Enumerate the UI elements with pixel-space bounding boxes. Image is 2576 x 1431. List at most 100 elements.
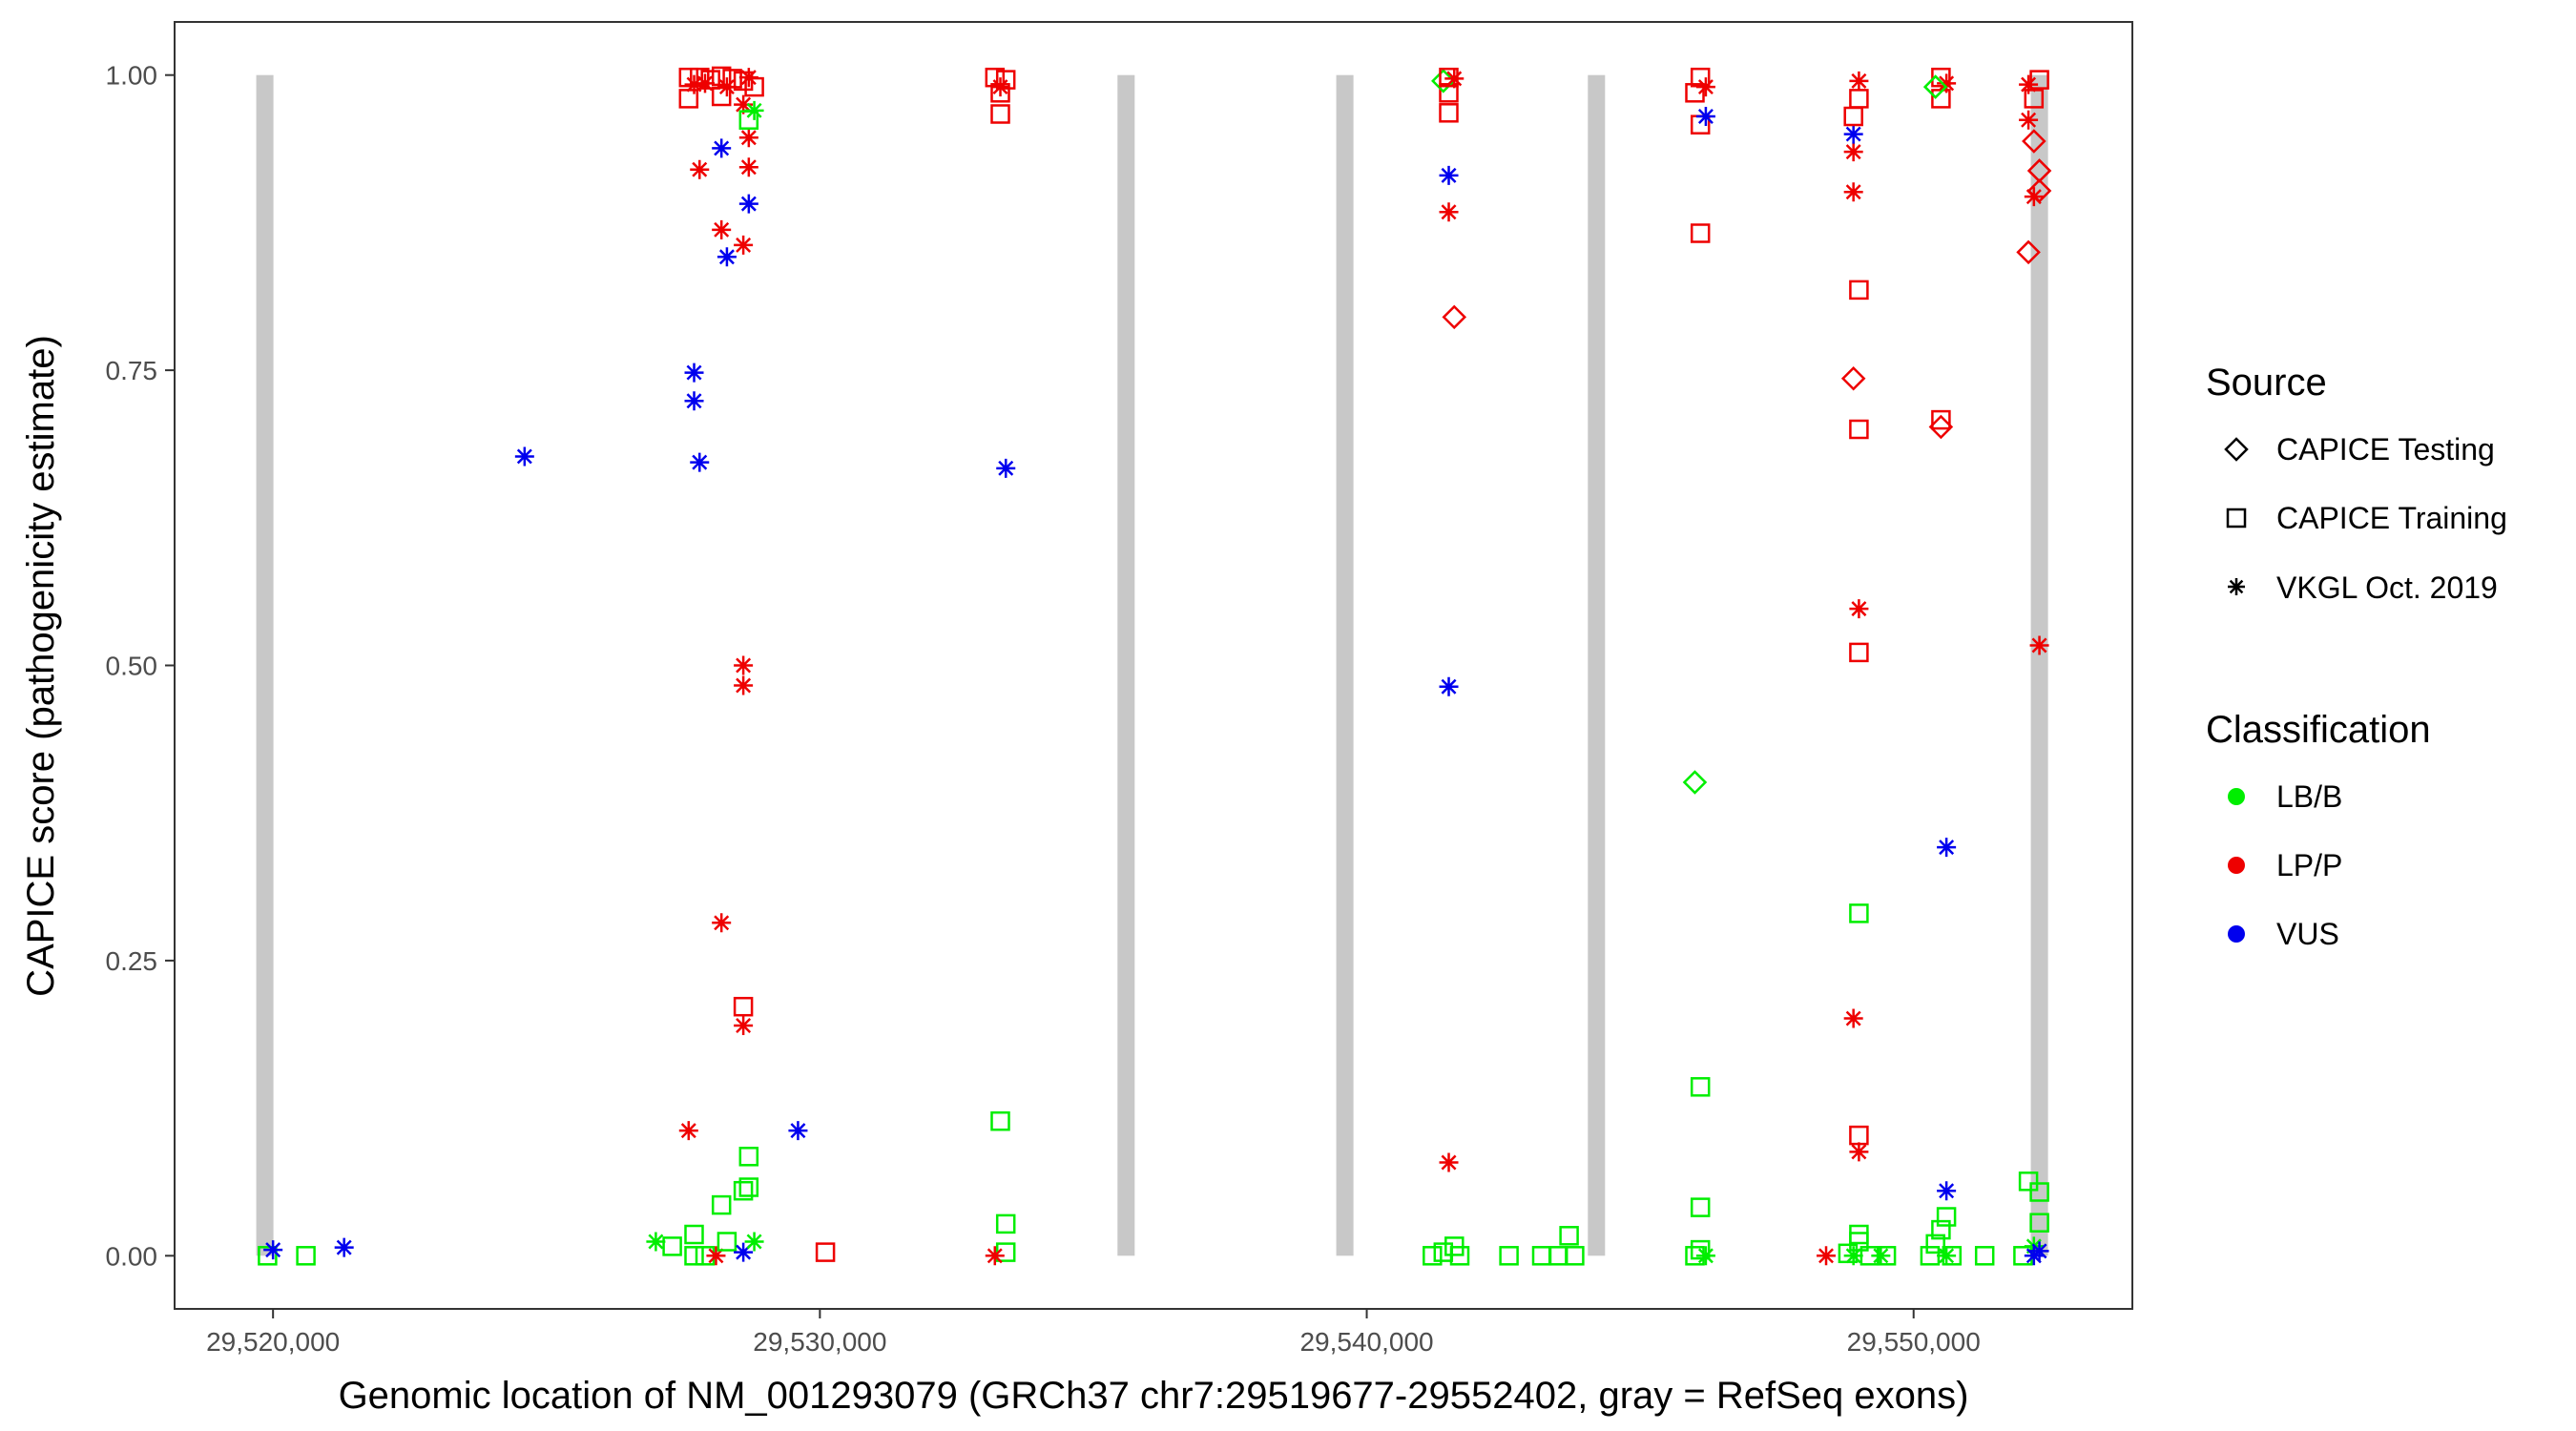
data-point-diamond [1442, 304, 1467, 330]
data-point-square [678, 67, 699, 88]
data-point-square [711, 1194, 732, 1215]
data-point-square [711, 66, 732, 87]
dot-icon [2228, 788, 2245, 805]
data-point-asterisk [734, 675, 754, 695]
data-point-asterisk [646, 1232, 666, 1252]
data-point-square [1690, 1197, 1711, 1217]
data-point-square [733, 996, 754, 1017]
data-point-square [1931, 67, 1951, 88]
x-axis-title: Genomic location of NM_001293079 (GRCh37… [339, 1375, 1969, 1417]
data-point-diamond [2022, 129, 2046, 154]
data-point-asterisk [684, 391, 704, 411]
data-point-diamond [1922, 74, 1948, 99]
data-point-square [711, 86, 732, 107]
data-point-asterisk [1439, 165, 1459, 185]
data-point-asterisk [334, 1237, 354, 1257]
asterisk-icon [2228, 578, 2245, 595]
y-tick-label: 0.00 [106, 1241, 158, 1271]
data-point-asterisk [1937, 1246, 1957, 1266]
y-axis-title: CAPICE score (pathogenicity estimate) [20, 335, 62, 997]
data-point-square [1936, 1207, 1957, 1227]
data-point-diamond [1682, 770, 1708, 795]
data-point-asterisk [2019, 110, 2039, 130]
plot-panel [174, 21, 2133, 1310]
data-point-asterisk [712, 913, 732, 933]
data-point-asterisk [1843, 142, 1863, 162]
data-point-asterisk [717, 247, 737, 267]
data-point-asterisk [985, 1246, 1005, 1266]
data-point-square [2029, 1182, 2049, 1202]
data-point-square [1690, 1239, 1711, 1260]
data-point-asterisk [1843, 182, 1863, 202]
data-points [258, 66, 2052, 1266]
data-point-square [2018, 1172, 2039, 1192]
data-point-asterisk [734, 655, 754, 675]
y-axis: 0.00 0.25 0.50 0.75 1.00 [106, 61, 175, 1271]
data-point-asterisk [1695, 107, 1715, 127]
data-point-square [2029, 1213, 2049, 1233]
data-point-asterisk [1937, 1181, 1957, 1201]
dot-icon [2228, 857, 2245, 874]
data-point-asterisk [1843, 124, 1863, 144]
data-point-asterisk [1444, 69, 1465, 89]
data-point-square [1974, 1246, 1995, 1266]
data-point-square [258, 1246, 278, 1266]
data-point-asterisk [1871, 1246, 1891, 1266]
data-point-asterisk [684, 363, 704, 383]
data-point-square [990, 83, 1010, 103]
data-point-asterisk [2029, 635, 2049, 655]
legend-entry-capice-training: CAPICE Training [2226, 501, 2507, 535]
legend-label-vkgl: VKGL Oct. 2019 [2276, 570, 2498, 605]
legend-entry-lbb: LB/B [2228, 779, 2342, 814]
data-point-square [1423, 1246, 1443, 1266]
y-tick-label: 1.00 [106, 61, 158, 91]
data-point-square [1925, 1234, 1945, 1255]
legend-source-title: Source [2206, 362, 2327, 404]
legend-label-vus: VUS [2276, 917, 2339, 951]
data-point-diamond [2026, 158, 2052, 183]
data-point-square [1849, 642, 1869, 663]
data-point-square [815, 1242, 836, 1262]
data-point-asterisk [684, 74, 704, 94]
data-point-asterisk [690, 452, 710, 472]
legend-classification-title: Classification [2206, 709, 2431, 751]
data-point-asterisk [996, 458, 1016, 478]
data-point-asterisk [1695, 1246, 1715, 1266]
x-tick-label: 29,540,000 [1299, 1327, 1433, 1357]
data-point-diamond [1928, 414, 1954, 440]
data-point-square [995, 1213, 1016, 1234]
x-axis: 29,520,000 29,530,000 29,540,000 29,550,000 [206, 1309, 1981, 1357]
data-point-square [1565, 1246, 1585, 1266]
data-point-asterisk [1843, 1008, 1863, 1028]
data-point-square [733, 1180, 754, 1201]
data-point-square [1499, 1246, 1519, 1266]
data-point-asterisk [678, 1121, 698, 1141]
data-point-asterisk [695, 73, 715, 93]
data-point-asterisk [690, 159, 710, 179]
data-point-diamond [2026, 178, 2052, 203]
legend-label-lpp: LP/P [2276, 848, 2342, 882]
data-point-square [1690, 223, 1711, 243]
data-point-square [684, 1224, 704, 1245]
data-point-asterisk [712, 219, 732, 239]
legend-label-capice-training: CAPICE Training [2276, 501, 2507, 535]
data-point-asterisk [744, 1232, 764, 1252]
data-point-square [738, 1147, 759, 1167]
exon-bar [2030, 74, 2048, 1256]
data-point-diamond [1840, 365, 1866, 391]
y-tick-label: 0.75 [106, 356, 158, 385]
data-point-square [1849, 419, 1869, 440]
exon-bar [256, 74, 274, 1256]
data-point-square [1876, 1246, 1897, 1266]
data-point-asterisk [744, 100, 764, 120]
data-point-asterisk [738, 128, 758, 148]
y-tick-label: 0.50 [106, 652, 158, 681]
data-point-square [1559, 1226, 1579, 1246]
exon-bar [1336, 74, 1354, 1256]
data-point-asterisk [1849, 71, 1869, 91]
data-point-square [1439, 103, 1459, 123]
data-point-asterisk [1439, 202, 1459, 222]
data-point-asterisk [1849, 599, 1869, 619]
data-point-asterisk [990, 77, 1010, 97]
